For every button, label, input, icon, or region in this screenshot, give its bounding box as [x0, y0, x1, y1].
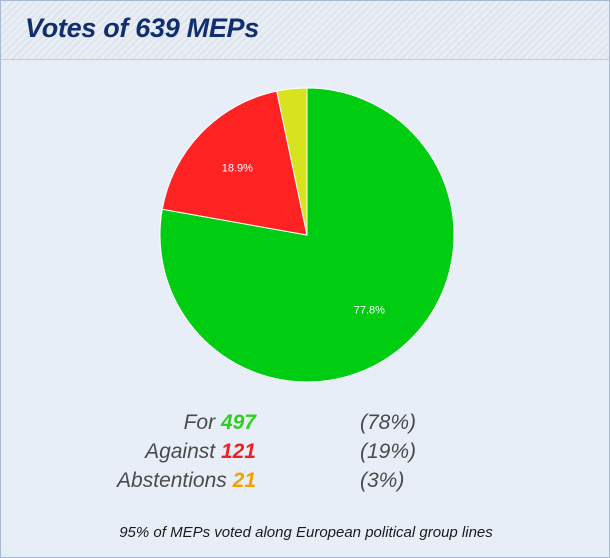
pie-chart: 77.8% 18.9%	[159, 87, 455, 383]
footnote: 95% of MEPs voted along European politic…	[119, 524, 493, 541]
panel-title: Votes of 639 MEPs	[25, 13, 259, 43]
legend-count-against: 121	[220, 440, 256, 463]
vote-legend: For 497 (78%) Against 121 (19%) Abstenti…	[117, 411, 461, 498]
legend-label-for: For	[183, 411, 216, 434]
pie-data-label-against: 18.9%	[222, 162, 253, 174]
legend-percent-abstentions: (3%)	[360, 469, 405, 492]
legend-label-abstentions: Abstentions	[117, 469, 227, 492]
pie-slice-against	[161, 90, 308, 236]
pie-data-label-for: 77.8%	[354, 304, 385, 316]
panel-header: Votes of 639 MEPs	[1, 1, 609, 60]
legend-count-for: 497	[220, 411, 256, 434]
legend-percent-for: (78%)	[360, 411, 417, 434]
legend-row-for: For 497 (78%)	[141, 411, 461, 440]
legend-label-against: Against	[145, 440, 216, 463]
legend-percent-against: (19%)	[360, 440, 417, 463]
legend-row-abstentions: Abstentions 21 (3%)	[117, 469, 461, 498]
legend-count-abstentions: 21	[232, 469, 256, 492]
pie-slice-abstentions	[276, 87, 308, 236]
legend-row-against: Against 121 (19%)	[141, 440, 461, 469]
